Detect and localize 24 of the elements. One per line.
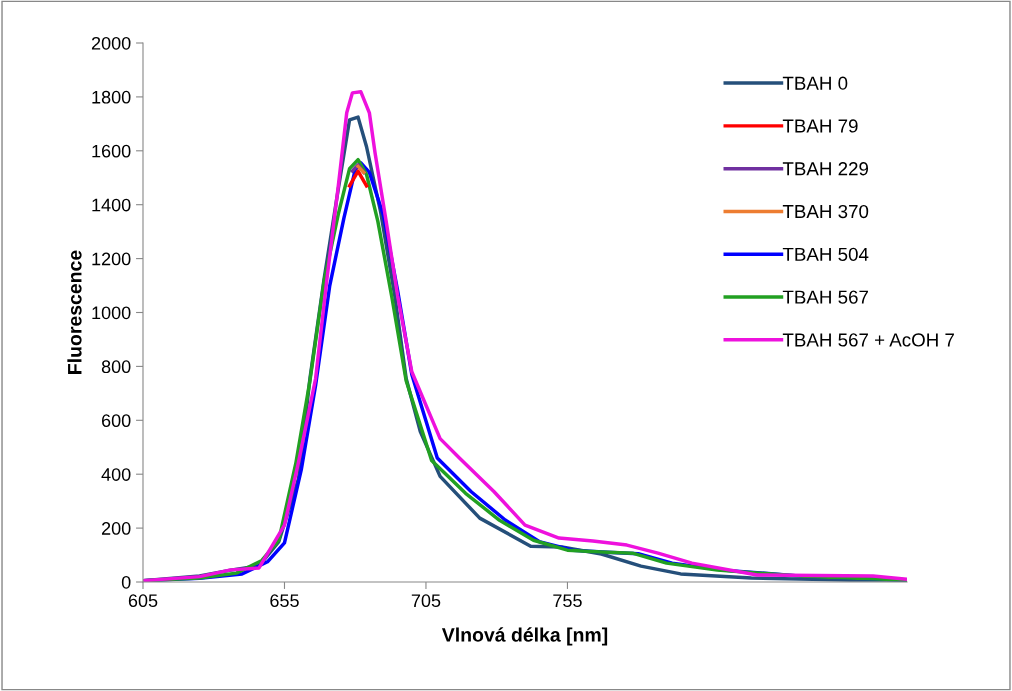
legend-label: TBAH 370: [782, 204, 869, 219]
legend-label: TBAH 567 + AcOH 7: [782, 333, 954, 347]
legend-label: TBAH 567: [782, 290, 868, 304]
y-tick-label: 1000: [92, 306, 131, 320]
y-tick-label: 400: [101, 468, 131, 481]
y-tick-label: 0: [121, 575, 131, 589]
y-tick-label: 1200: [92, 252, 131, 266]
y-tick-label: 1400: [92, 198, 131, 212]
legend-label: TBAH 504: [782, 247, 869, 261]
y-tick-label: 600: [101, 414, 131, 428]
y-tick-label: 1600: [92, 144, 131, 158]
y-tick-label: 1800: [92, 90, 131, 104]
x-tick-label: 705: [411, 594, 441, 608]
legend-label: TBAH 79: [782, 119, 858, 133]
y-tick-label: 800: [101, 360, 131, 374]
legend-label: TBAH 229: [782, 162, 869, 176]
x-tick-label: 755: [553, 594, 582, 608]
y-tick-label: 2000: [91, 36, 131, 50]
x-tick-label: 605: [128, 594, 158, 608]
legend-label: TBAH 0: [782, 76, 848, 90]
x-axis-title: Vlnová délka [nm]: [441, 627, 608, 646]
y-axis-title: Fluorescence: [67, 250, 82, 374]
y-tick-label: 200: [101, 522, 131, 535]
x-tick-label: 655: [270, 594, 299, 608]
